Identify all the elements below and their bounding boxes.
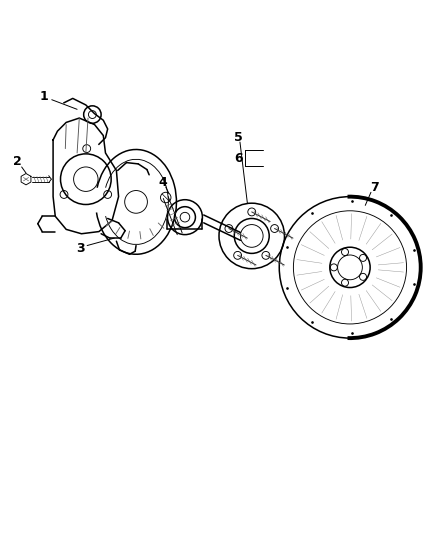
Text: 4: 4 [159, 176, 167, 189]
Text: 5: 5 [234, 131, 243, 144]
Text: 1: 1 [40, 90, 49, 103]
Text: 2: 2 [13, 155, 21, 168]
Text: 6: 6 [234, 152, 243, 165]
Text: 3: 3 [76, 241, 85, 255]
Text: 7: 7 [371, 181, 379, 195]
